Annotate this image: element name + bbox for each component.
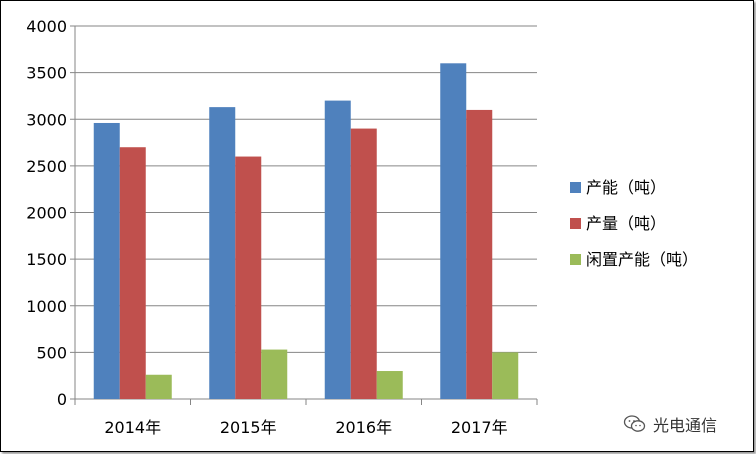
bar <box>235 156 262 399</box>
y-tick-label: 4000 <box>26 17 67 36</box>
legend-swatch <box>570 254 581 265</box>
bar <box>145 374 172 399</box>
watermark: 光电通信 <box>623 411 753 437</box>
bar <box>324 100 351 399</box>
x-tick-labels: 2014年 2015年 2016年 2017年 <box>104 418 507 437</box>
y-tick-labels: 0 500 1000 1500 2000 2500 3000 3500 4000 <box>26 17 67 409</box>
bar <box>93 122 120 399</box>
x-tick-label: 2016年 <box>335 418 392 437</box>
bar <box>350 128 377 399</box>
bar <box>376 371 403 399</box>
watermark-text: 光电通信 <box>653 416 718 435</box>
bar <box>209 107 236 399</box>
x-tick-label: 2014年 <box>104 418 161 437</box>
bar <box>466 109 493 400</box>
bar <box>119 147 146 399</box>
bars <box>93 63 519 400</box>
bar <box>440 63 467 400</box>
y-tick-label: 3500 <box>26 64 67 83</box>
x-tick-label: 2015年 <box>220 418 277 437</box>
legend-swatch <box>570 218 581 229</box>
wechat-icon <box>623 415 646 432</box>
y-tick-label: 0 <box>57 390 67 409</box>
legend-swatch <box>570 182 581 193</box>
y-tick-label: 1000 <box>26 297 67 316</box>
legend-label: 闲置产能（吨） <box>586 250 698 269</box>
y-tick-label: 2000 <box>26 204 67 223</box>
legend-label: 产能（吨） <box>586 178 666 197</box>
y-tick-label: 500 <box>36 343 67 362</box>
gridlines <box>75 25 537 353</box>
y-tick-label: 2500 <box>26 157 67 176</box>
x-tick-label: 2017年 <box>451 418 508 437</box>
bar <box>261 349 288 399</box>
legend-label: 产量（吨） <box>586 214 666 233</box>
bar <box>492 352 519 399</box>
y-tick-label: 1500 <box>26 250 67 269</box>
y-tick-label: 3000 <box>26 110 67 129</box>
legend: 产能（吨） 产量（吨） 闲置产能（吨） <box>570 178 698 269</box>
